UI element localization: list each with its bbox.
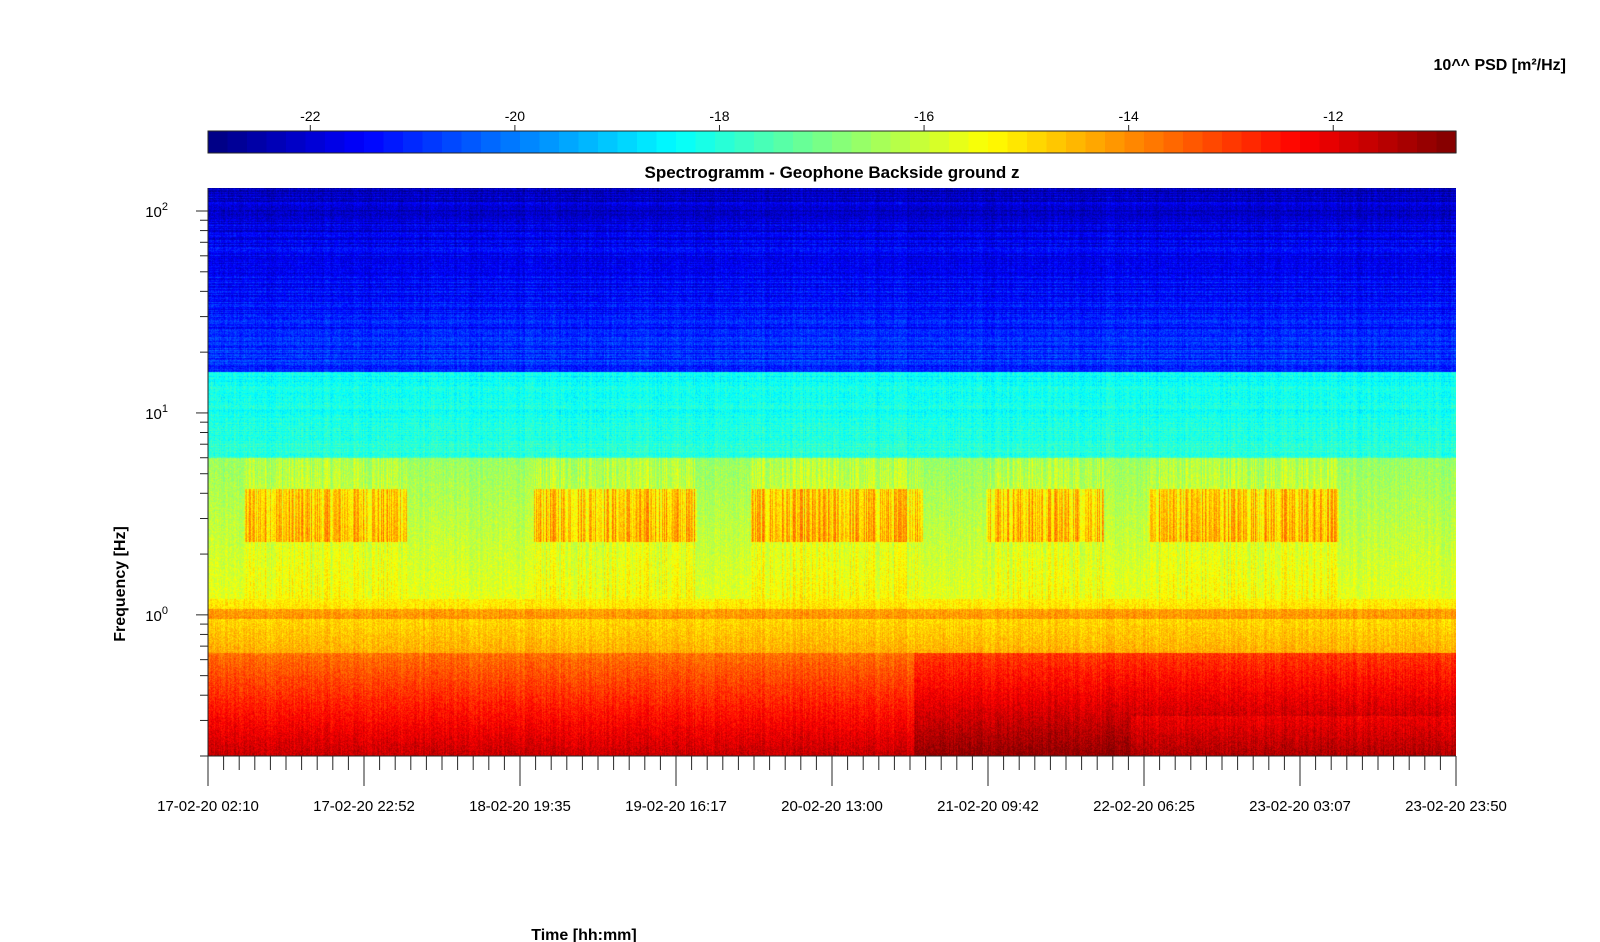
colorbar-cell [559,131,580,153]
x-tick-label: 21-02-20 09:42 [937,798,1039,815]
colorbar-cell [968,131,989,153]
colorbar-cell [1280,131,1301,153]
colorbar-cell [1417,131,1438,153]
colorbar-cell [247,131,268,153]
colorbar-cell [832,131,853,153]
colorbar-cell [461,131,482,153]
colorbar-tick-label: -22 [300,108,320,124]
x-tick-label: 17-02-20 02:10 [157,798,259,815]
colorbar-cell [1183,131,1204,153]
colorbar-cell [1144,131,1165,153]
colorbar-cell [1124,131,1145,153]
colorbar-frame [207,130,1457,154]
colorbar-cell [715,131,736,153]
colorbar-cell [364,131,385,153]
colorbar-cell [1066,131,1087,153]
colorbar-cell [929,131,950,153]
colorbar-tick-label: -16 [914,108,934,124]
colorbar-cell [539,131,560,153]
colorbar-cell [1085,131,1106,153]
y-axis-label: Frequency [Hz] [112,526,129,642]
colorbar-cell [1339,131,1360,153]
colorbar-cell [617,131,638,153]
colorbar-cell [890,131,911,153]
chart-title: Spectrogramm - Geophone Backside ground … [644,163,1019,182]
colorbar-cell [500,131,521,153]
colorbar-cell [676,131,697,153]
colorbar-cell [1163,131,1184,153]
colorbar-cell [910,131,931,153]
colorbar-cell [812,131,833,153]
colorbar-cell [305,131,326,153]
colorbar-cell [1241,131,1262,153]
colorbar-cell [403,131,424,153]
colorbar-tick-label: -12 [1323,108,1343,124]
colorbar-cell [383,131,404,153]
colorbar-cell [266,131,287,153]
colorbar-cell [871,131,892,153]
colorbar-cell [851,131,872,153]
x-tick-label: 18-02-20 19:35 [469,798,571,815]
colorbar-cell [773,131,794,153]
colorbar-label: 10^^ PSD [m²/Hz] [1434,57,1566,74]
x-axis-label: Time [hh:mm] [531,927,636,942]
colorbar-cell [1046,131,1067,153]
colorbar-cell [520,131,541,153]
colorbar-cell [578,131,599,153]
colorbar-cell [598,131,619,153]
colorbar-cell [656,131,677,153]
colorbar-cell [1105,131,1126,153]
x-axis: 17-02-20 02:10 17-02-20 22:52 18-02-20 19:… [157,755,1507,815]
colorbar-cell [988,131,1009,153]
x-tick-label: 17-02-20 22:52 [313,798,415,815]
spectrogram-heatmap [208,188,1456,756]
colorbar-cell [949,131,970,153]
colorbar-cell [422,131,443,153]
colorbar-cell [325,131,346,153]
colorbar-cell [481,131,502,153]
x-tick-label: 23-02-20 23:50 [1405,798,1507,815]
y-axis: 102 101 100 [145,188,209,757]
colorbar-cell [227,131,248,153]
x-tick-label: 20-02-20 13:00 [781,798,883,815]
x-tick-label: 23-02-20 03:07 [1249,798,1351,815]
colorbar-cell [344,131,365,153]
colorbar: 10^^ PSD [m²/Hz] -22 -20 -18 -16 -14 -12 [207,57,1566,154]
colorbar-cell [286,131,307,153]
colorbar-cell [1222,131,1243,153]
colorbar-ticks: -22 -20 -18 -16 -14 -12 [300,108,1344,131]
colorbar-cell [1202,131,1223,153]
colorbar-cell [754,131,775,153]
colorbar-tick-label: -18 [709,108,729,124]
colorbar-cell [1007,131,1028,153]
spectrogram-image-container [208,188,1456,756]
colorbar-cell [1358,131,1379,153]
colorbar-cell [1436,131,1457,153]
colorbar-cell [1397,131,1418,153]
colorbar-cells [208,131,1457,153]
colorbar-cell [695,131,716,153]
colorbar-cell [1027,131,1048,153]
colorbar-cell [442,131,463,153]
colorbar-cell [734,131,755,153]
colorbar-cell [1300,131,1321,153]
y-tick-label: 102 [145,201,168,221]
y-tick-label: 101 [145,403,168,423]
colorbar-cell [208,131,229,153]
colorbar-cell [793,131,814,153]
y-tick-label: 100 [145,605,168,625]
colorbar-cell [1378,131,1399,153]
colorbar-cell [1261,131,1282,153]
colorbar-tick-label: -14 [1119,108,1139,124]
colorbar-cell [1319,131,1340,153]
x-tick-label: 22-02-20 06:25 [1093,798,1195,815]
x-tick-label: 19-02-20 16:17 [625,798,727,815]
colorbar-tick-label: -20 [505,108,525,124]
colorbar-cell [637,131,658,153]
